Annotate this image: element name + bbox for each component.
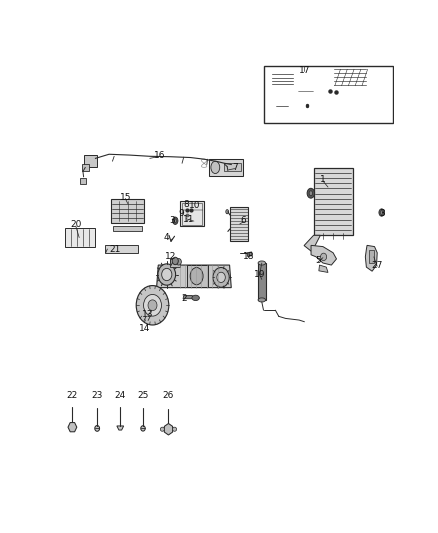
Ellipse shape [190, 268, 203, 285]
Text: 25: 25 [138, 391, 148, 400]
Bar [187, 265, 208, 287]
Polygon shape [311, 245, 336, 265]
Ellipse shape [148, 300, 157, 311]
Ellipse shape [258, 298, 265, 302]
Text: 26: 26 [163, 391, 174, 400]
Ellipse shape [275, 101, 290, 112]
Text: 9: 9 [179, 209, 184, 218]
Bar [113, 225, 142, 231]
Polygon shape [319, 265, 328, 272]
Ellipse shape [158, 264, 176, 285]
Text: 4: 4 [164, 232, 170, 241]
Ellipse shape [144, 294, 162, 316]
Ellipse shape [297, 87, 315, 96]
Ellipse shape [217, 272, 225, 282]
Bar [180, 201, 205, 226]
Text: 18: 18 [243, 252, 254, 261]
Polygon shape [247, 252, 252, 256]
Ellipse shape [173, 217, 178, 224]
Polygon shape [68, 423, 77, 432]
Ellipse shape [95, 425, 99, 431]
Text: 13: 13 [142, 310, 154, 319]
Bar [65, 228, 95, 247]
Text: 8: 8 [184, 200, 189, 209]
Ellipse shape [172, 257, 178, 265]
Ellipse shape [304, 101, 312, 111]
Ellipse shape [192, 295, 199, 301]
Text: 1: 1 [320, 175, 326, 184]
Polygon shape [271, 85, 283, 98]
Text: 11: 11 [183, 215, 194, 224]
Ellipse shape [226, 209, 229, 214]
Text: 22: 22 [67, 391, 78, 400]
Bar [106, 245, 138, 253]
Ellipse shape [176, 259, 181, 265]
Ellipse shape [141, 426, 145, 431]
Ellipse shape [173, 427, 177, 431]
Bar [329, 100, 355, 112]
Text: 23: 23 [92, 391, 103, 400]
Ellipse shape [381, 211, 383, 214]
Ellipse shape [162, 268, 172, 281]
Polygon shape [156, 265, 231, 288]
Text: 12: 12 [165, 252, 176, 261]
Polygon shape [164, 424, 173, 435]
Polygon shape [365, 245, 377, 271]
Text: 20: 20 [70, 220, 81, 229]
Text: 5: 5 [315, 256, 321, 265]
Bar [224, 163, 241, 172]
Polygon shape [117, 426, 124, 430]
Bar [170, 260, 180, 266]
Ellipse shape [213, 268, 229, 287]
Ellipse shape [258, 261, 265, 265]
Polygon shape [183, 295, 193, 298]
Bar [264, 66, 392, 124]
Bar [363, 100, 388, 115]
Bar [181, 203, 202, 225]
Text: 27: 27 [371, 261, 383, 270]
Bar [230, 207, 248, 241]
Text: 14: 14 [139, 324, 150, 333]
Text: 10: 10 [189, 201, 200, 211]
Text: 16: 16 [154, 150, 166, 159]
Text: 15: 15 [120, 193, 131, 202]
Text: 21: 21 [110, 245, 121, 254]
Bar [80, 178, 86, 184]
Text: 7: 7 [232, 163, 237, 172]
Bar [369, 251, 374, 263]
Ellipse shape [321, 253, 327, 261]
Ellipse shape [379, 209, 385, 216]
Ellipse shape [309, 191, 313, 196]
Text: 17: 17 [298, 66, 310, 75]
Bar [209, 159, 243, 176]
Ellipse shape [160, 427, 164, 431]
Bar [355, 85, 381, 98]
Bar [81, 164, 89, 171]
Bar [271, 74, 293, 85]
Ellipse shape [136, 286, 169, 325]
Bar [314, 167, 353, 235]
Text: 6: 6 [240, 216, 246, 225]
Ellipse shape [174, 219, 177, 222]
Bar [258, 263, 265, 300]
Polygon shape [304, 235, 320, 252]
Bar [111, 199, 145, 223]
Text: 3: 3 [169, 216, 175, 225]
Bar [333, 68, 367, 87]
Text: 24: 24 [115, 391, 126, 400]
Text: 3: 3 [379, 209, 385, 218]
Ellipse shape [307, 188, 314, 198]
Bar [84, 155, 97, 167]
Text: 2: 2 [181, 294, 187, 303]
Ellipse shape [211, 161, 220, 174]
Text: 19: 19 [254, 270, 265, 279]
